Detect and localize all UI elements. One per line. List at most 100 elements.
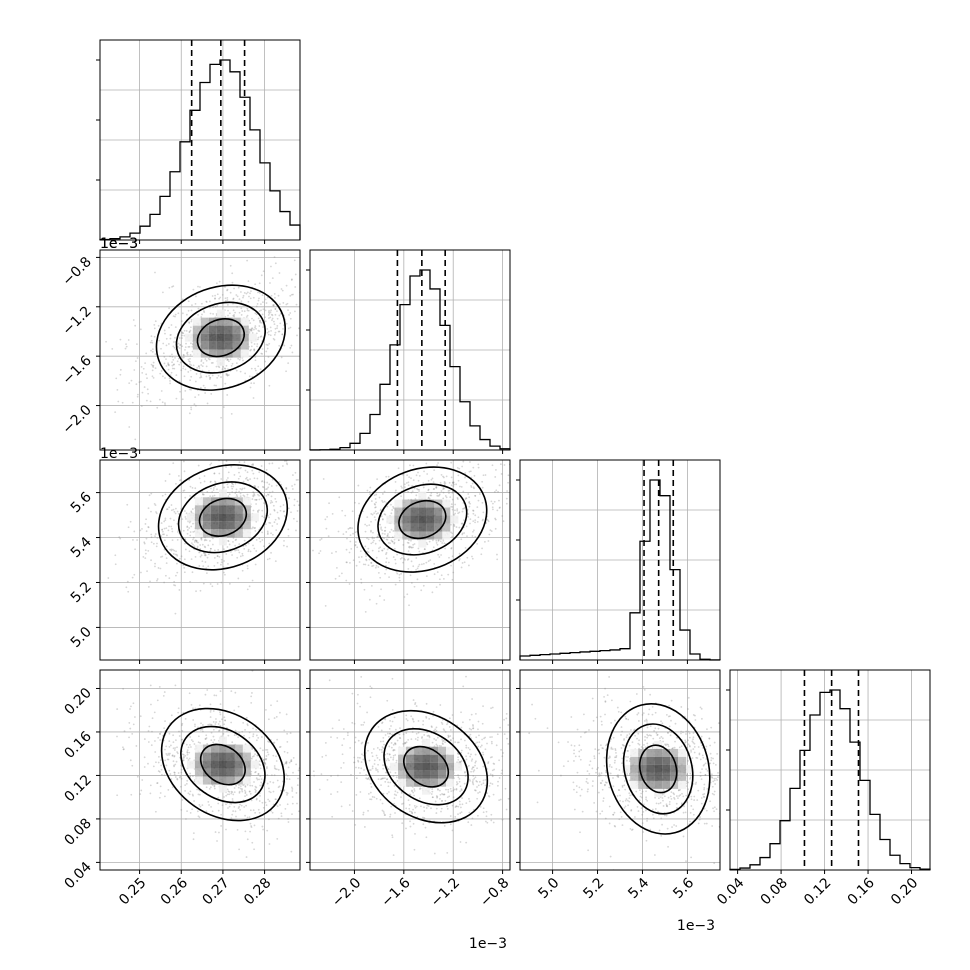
sample-point: [454, 503, 457, 506]
sample-point: [382, 792, 385, 795]
sample-point: [233, 314, 235, 316]
sample-point: [168, 506, 171, 509]
sample-point: [183, 756, 185, 759]
sample-point: [183, 489, 186, 492]
density-cell: [446, 778, 455, 787]
sample-point: [692, 732, 695, 734]
sample-point: [159, 567, 162, 570]
sample-point: [174, 553, 177, 556]
density-cell: [232, 341, 241, 350]
sample-point: [144, 362, 147, 365]
sample-point: [227, 477, 229, 479]
sample-point: [461, 803, 464, 806]
sample-point: [293, 498, 296, 501]
sample-point: [213, 549, 216, 552]
sample-point: [236, 829, 239, 831]
sample-point: [171, 754, 174, 757]
sample-point: [295, 729, 297, 731]
sample-point: [369, 798, 371, 801]
sample-point: [178, 337, 181, 339]
sample-point: [181, 312, 184, 315]
sample-point: [394, 743, 397, 746]
sample-point: [253, 349, 256, 352]
sample-point: [161, 530, 164, 533]
sample-point: [389, 813, 392, 816]
sample-point: [353, 756, 356, 759]
sample-point: [369, 685, 372, 688]
sample-point: [440, 810, 442, 813]
sample-point: [181, 356, 184, 359]
sample-point: [154, 271, 156, 274]
sample-point: [461, 522, 464, 525]
sample-point: [122, 687, 125, 690]
sample-point: [251, 579, 254, 582]
sample-point: [691, 757, 694, 759]
sample-point: [206, 689, 209, 691]
sample-point: [384, 814, 386, 816]
sample-point: [407, 799, 410, 802]
sample-point: [430, 807, 432, 810]
sample-point: [413, 804, 416, 807]
sample-point: [700, 735, 703, 738]
sample-point: [383, 814, 386, 816]
density-cell: [434, 523, 443, 532]
sample-point: [169, 334, 172, 336]
sample-point: [262, 806, 265, 809]
sample-point: [474, 753, 477, 756]
sample-point: [358, 502, 360, 505]
sample-point: [478, 791, 481, 793]
sample-point: [379, 546, 382, 549]
sample-point: [450, 461, 453, 464]
density-cell: [250, 760, 259, 769]
sample-point: [188, 527, 191, 529]
sample-point: [317, 795, 319, 797]
sample-point: [152, 366, 155, 369]
sample-point: [425, 462, 428, 465]
sample-point: [411, 731, 414, 733]
sample-point: [164, 519, 167, 522]
sample-point: [259, 795, 261, 797]
sample-point: [290, 344, 293, 347]
sample-point: [151, 350, 154, 353]
sample-point: [386, 778, 388, 781]
sample-point: [463, 782, 466, 785]
sample-point: [253, 781, 255, 783]
sample-point: [161, 291, 164, 294]
sample-point: [193, 780, 196, 783]
sample-point: [186, 529, 189, 531]
sample-point: [269, 780, 272, 783]
sample-point: [170, 778, 173, 780]
sample-point: [498, 799, 501, 802]
sample-point: [320, 773, 323, 776]
sample-point: [457, 479, 460, 482]
sample-point: [438, 578, 441, 581]
sample-point: [209, 312, 212, 315]
sample-point: [150, 744, 153, 747]
sample-point: [464, 476, 466, 479]
sample-point: [219, 690, 222, 693]
sample-point: [214, 723, 217, 725]
sample-point: [438, 744, 441, 747]
sample-point: [262, 326, 265, 329]
sample-point: [258, 509, 260, 512]
sample-point: [372, 748, 375, 750]
sample-point: [453, 513, 456, 516]
sample-point: [290, 850, 293, 853]
sample-point: [258, 310, 261, 312]
sample-point: [370, 512, 373, 515]
sample-point: [458, 467, 461, 470]
sample-point: [452, 789, 455, 792]
sample-point: [458, 777, 461, 780]
sample-point: [290, 760, 292, 763]
sample-point: [131, 732, 134, 735]
sample-point: [239, 787, 242, 790]
sample-point: [443, 482, 446, 485]
sample-point: [362, 813, 365, 816]
sample-point: [455, 526, 458, 528]
sample-point: [472, 466, 475, 469]
density-cell: [418, 539, 427, 548]
sample-point: [178, 557, 181, 560]
sample-point: [484, 736, 487, 739]
density-cell: [200, 333, 209, 342]
sample-point: [477, 499, 480, 502]
